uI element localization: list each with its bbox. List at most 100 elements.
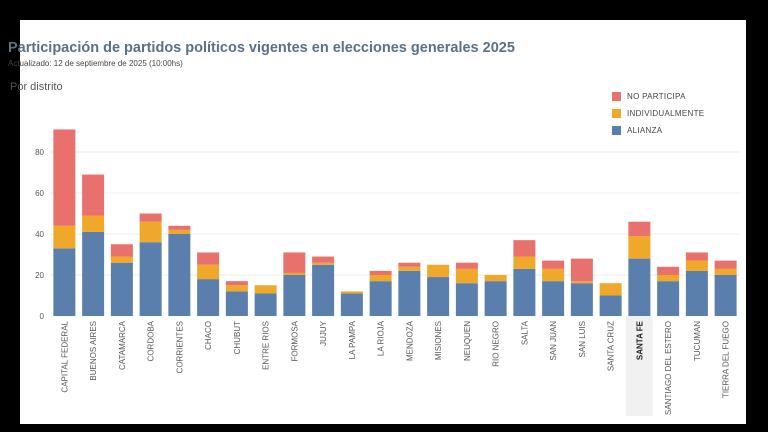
legend-swatch-alianza — [612, 126, 621, 135]
bar-alianza-formosa — [283, 275, 306, 316]
bar-alianza-cordoba — [139, 242, 162, 316]
bar-alianza-santiago-del-estero — [657, 281, 680, 316]
bar-individualmente-rio-negro — [484, 275, 507, 282]
bar-alianza-corrientes — [168, 234, 191, 316]
y-tick-label: 60 — [35, 189, 44, 198]
bar-alianza-entre-rios — [254, 293, 277, 316]
x-tick-label: CORRIENTES — [175, 321, 184, 373]
chart-subtitle: Actualizado: 12 de septiembre de 2025 (1… — [8, 59, 183, 68]
x-tick-label: SANTA FE — [635, 320, 644, 360]
bar-alianza-salta — [513, 268, 536, 316]
bar-individualmente-misiones — [427, 264, 450, 278]
bar-no-participa-chubut — [225, 281, 248, 286]
bar-individualmente-mendoza — [398, 266, 421, 271]
bar-alianza-la-rioja — [369, 281, 392, 316]
x-tick-label: LA RIOJA — [377, 320, 386, 356]
bar-no-participa-santiago-del-estero — [657, 266, 680, 275]
bar-no-participa-neuquen — [455, 262, 478, 269]
bar-alianza-mendoza — [398, 270, 421, 316]
legend-label-alianza: ALIANZA — [627, 126, 663, 135]
chart-title: Participación de partidos políticos vige… — [8, 40, 515, 56]
bar-no-participa-salta — [513, 240, 536, 257]
bar-individualmente-la-rioja — [369, 275, 392, 282]
bar-alianza-buenos-aires — [82, 231, 105, 316]
x-tick-label: MENDOZA — [405, 320, 414, 361]
y-tick-label: 40 — [35, 230, 44, 239]
legend-swatch-individualmente — [612, 109, 621, 118]
bar-individualmente-cordoba — [139, 221, 162, 243]
bar-individualmente-santa-fe — [628, 236, 651, 259]
x-tick-label: CHACO — [204, 321, 213, 350]
bar-individualmente-neuquen — [455, 268, 478, 284]
bar-individualmente-san-juan — [542, 268, 565, 282]
bar-alianza-santa-fe — [628, 258, 651, 316]
legend-item-individualmente[interactable]: INDIVIDUALMENTE — [612, 105, 704, 122]
x-tick-label: SAN JUAN — [549, 321, 558, 361]
y-tick-label: 0 — [40, 312, 45, 321]
bar-alianza-catamarca — [110, 262, 133, 316]
bar-individualmente-entre-rios — [254, 285, 277, 294]
bar-no-participa-tierra-del-fuego — [714, 260, 737, 269]
bar-alianza-chaco — [197, 279, 220, 316]
x-tick-label: LA PAMPA — [348, 320, 357, 359]
x-tick-label: CORDOBA — [147, 320, 156, 361]
bar-alianza-misiones — [427, 277, 450, 316]
bar-no-participa-buenos-aires — [82, 174, 105, 216]
x-tick-label: JUJUY — [319, 320, 328, 346]
bar-no-participa-corrientes — [168, 225, 191, 230]
x-tick-label: SANTA CRUZ — [607, 321, 616, 371]
bar-no-participa-santa-fe — [628, 221, 651, 237]
bar-individualmente-capital-federal — [53, 225, 76, 249]
x-tick-label: SANTIAGO DEL ESTERO — [664, 321, 673, 415]
bar-alianza-san-luis — [570, 283, 593, 316]
bar-individualmente-buenos-aires — [82, 215, 105, 232]
y-tick-label: 80 — [35, 148, 44, 157]
bar-alianza-capital-federal — [53, 248, 76, 316]
x-tick-label: MISIONES — [434, 321, 443, 360]
bar-alianza-san-juan — [542, 281, 565, 316]
bar-alianza-santa-cruz — [599, 295, 622, 316]
bar-no-participa-la-rioja — [369, 270, 392, 275]
bar-no-participa-tucuman — [685, 252, 708, 261]
x-tick-label: BUENOS AIRES — [89, 321, 98, 381]
bar-alianza-tierra-del-fuego — [714, 275, 737, 316]
legend-label-no-participa: NO PARTICIPA — [627, 92, 686, 101]
section-label: Por distrito — [10, 81, 63, 93]
bar-individualmente-chubut — [225, 285, 248, 292]
x-tick-label: SAN LUIS — [578, 321, 587, 357]
bar-individualmente-san-luis — [570, 281, 593, 284]
bar-no-participa-jujuy — [312, 256, 335, 263]
bar-no-participa-san-luis — [570, 258, 593, 282]
bar-individualmente-tucuman — [685, 260, 708, 271]
x-tick-label: FORMOSA — [290, 320, 299, 361]
bar-no-participa-cordoba — [139, 213, 162, 222]
chart-legend: NO PARTICIPA INDIVIDUALMENTE ALIANZA — [612, 88, 704, 139]
x-tick-label: RIO NEGRO — [492, 321, 501, 367]
legend-item-alianza[interactable]: ALIANZA — [612, 122, 704, 139]
bar-individualmente-corrientes — [168, 229, 191, 234]
y-tick-label: 20 — [35, 271, 44, 280]
x-tick-label: TIERRA DEL FUEGO — [722, 321, 731, 398]
x-tick-label: SALTA — [520, 320, 529, 345]
bar-alianza-rio-negro — [484, 281, 507, 316]
x-tick-label: ENTRE RIOS — [262, 321, 271, 370]
x-tick-label: CATAMARCA — [118, 320, 127, 370]
bar-individualmente-tierra-del-fuego — [714, 268, 737, 275]
bar-individualmente-santa-cruz — [599, 283, 622, 296]
bar-individualmente-santiago-del-estero — [657, 275, 680, 282]
bar-alianza-la-pampa — [340, 293, 363, 316]
x-tick-label: NEUQUEN — [463, 321, 472, 361]
bar-no-participa-catamarca — [110, 244, 133, 257]
x-tick-label: CAPITAL FEDERAL — [60, 320, 69, 392]
bar-no-participa-san-juan — [542, 260, 565, 269]
bar-no-participa-capital-federal — [53, 129, 76, 226]
bar-individualmente-la-pampa — [340, 291, 363, 294]
bar-individualmente-formosa — [283, 272, 306, 275]
highlight-band — [626, 316, 653, 416]
bar-no-participa-formosa — [283, 252, 306, 273]
bar-individualmente-catamarca — [110, 256, 133, 263]
bar-no-participa-chaco — [197, 252, 220, 265]
bar-no-participa-mendoza — [398, 262, 421, 267]
legend-item-no-participa[interactable]: NO PARTICIPA — [612, 88, 704, 105]
